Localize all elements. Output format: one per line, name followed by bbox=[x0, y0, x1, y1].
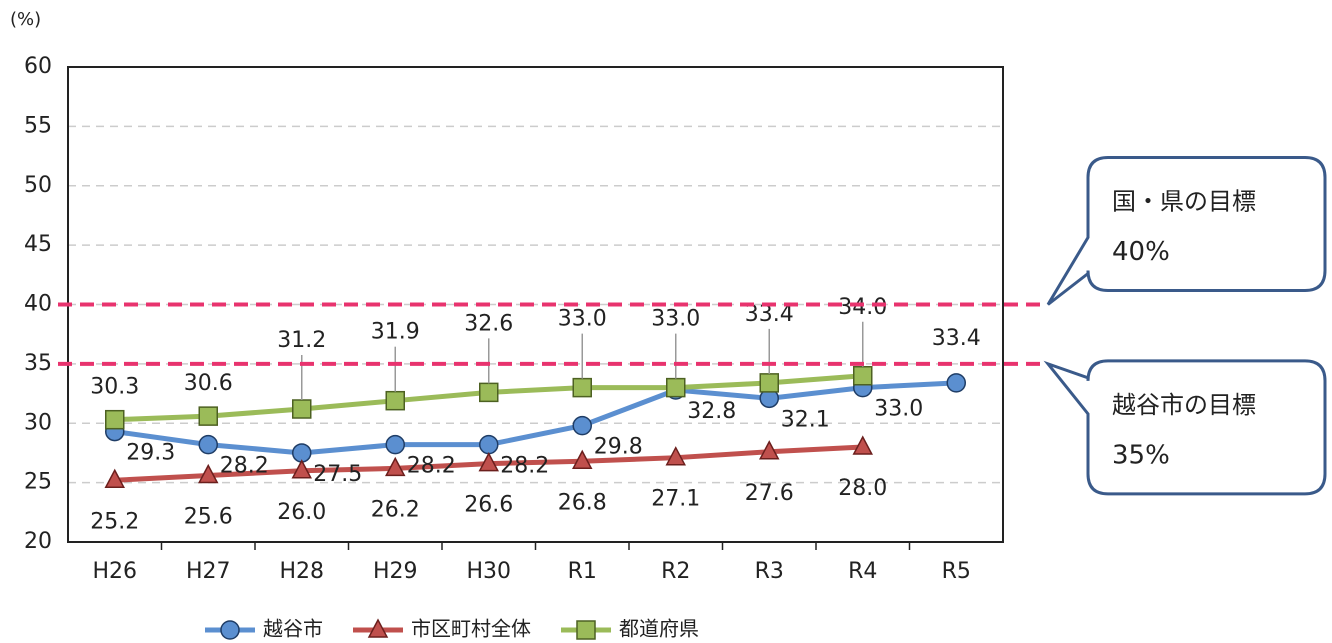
x-tick-label: R2 bbox=[661, 559, 690, 584]
marker bbox=[572, 377, 592, 398]
data-label: 28.2 bbox=[407, 454, 456, 479]
legend-label: 市区町村全体 bbox=[411, 617, 531, 641]
marker bbox=[576, 620, 596, 640]
data-label: 28.2 bbox=[500, 454, 549, 479]
data-label: 27.1 bbox=[651, 487, 700, 512]
x-tick-label: H27 bbox=[186, 559, 231, 584]
series-line bbox=[114, 380, 957, 456]
marker bbox=[853, 366, 873, 386]
marker bbox=[572, 415, 592, 436]
data-label: 26.8 bbox=[558, 490, 607, 515]
y-tick-label: 20 bbox=[24, 529, 52, 554]
marker bbox=[291, 459, 312, 479]
marker bbox=[385, 390, 405, 411]
callout-title: 越谷市の目標 bbox=[1112, 391, 1256, 419]
marker bbox=[478, 452, 499, 472]
x-tick-label: H26 bbox=[92, 559, 137, 584]
x-tick-label: R4 bbox=[848, 559, 877, 584]
marker bbox=[105, 409, 125, 430]
data-label: 33.4 bbox=[932, 326, 981, 351]
marker bbox=[479, 434, 499, 455]
marker bbox=[759, 373, 779, 393]
x-tick-label: H30 bbox=[466, 559, 511, 584]
data-label: 30.3 bbox=[90, 375, 139, 400]
callout-box bbox=[1046, 156, 1327, 306]
y-tick-label: 55 bbox=[24, 113, 52, 138]
data-label: 27.5 bbox=[313, 462, 362, 487]
callout-value: 35% bbox=[1112, 440, 1170, 470]
y-tick-label: 30 bbox=[24, 410, 52, 435]
marker bbox=[385, 434, 405, 455]
legend-label: 都道府県 bbox=[619, 617, 699, 641]
marker bbox=[572, 449, 593, 469]
marker bbox=[479, 382, 499, 403]
callout-value: 40% bbox=[1112, 237, 1170, 267]
data-label: 28.0 bbox=[838, 476, 887, 501]
data-label: 30.6 bbox=[184, 371, 233, 396]
data-label: 26.2 bbox=[371, 497, 420, 522]
x-tick-label: R3 bbox=[755, 559, 784, 584]
marker bbox=[385, 456, 406, 477]
y-tick-label: 25 bbox=[24, 470, 52, 495]
y-tick-label: 50 bbox=[24, 173, 52, 198]
y-tick-label: 45 bbox=[24, 232, 52, 257]
y-tick-label: 40 bbox=[24, 292, 52, 317]
data-label: 32.6 bbox=[464, 311, 513, 336]
callout-title: 国・県の目標 bbox=[1112, 188, 1256, 216]
data-label: 29.3 bbox=[126, 441, 175, 466]
data-label: 25.2 bbox=[90, 509, 139, 534]
data-label: 33.0 bbox=[651, 307, 700, 332]
marker bbox=[292, 399, 312, 419]
data-label: 32.1 bbox=[781, 407, 830, 432]
marker bbox=[946, 373, 966, 393]
x-tick-label: R5 bbox=[942, 559, 971, 584]
y-tick-label: 35 bbox=[24, 351, 52, 376]
callout-box bbox=[1043, 359, 1327, 496]
data-label: 26.0 bbox=[277, 500, 326, 525]
data-label: 29.8 bbox=[594, 435, 643, 460]
data-label: 28.2 bbox=[220, 454, 269, 479]
marker bbox=[198, 434, 218, 455]
data-label: 25.6 bbox=[184, 505, 233, 530]
y-tick-label: 60 bbox=[24, 54, 52, 79]
data-label: 34.0 bbox=[838, 295, 887, 320]
data-label: 31.9 bbox=[371, 320, 420, 345]
x-tick-label: R1 bbox=[568, 559, 597, 584]
marker bbox=[367, 618, 389, 638]
data-label: 27.6 bbox=[745, 481, 794, 506]
marker bbox=[198, 406, 218, 426]
marker bbox=[198, 463, 219, 484]
data-label: 32.8 bbox=[687, 399, 736, 424]
data-label: 33.0 bbox=[874, 397, 923, 422]
y-axis-label: (%) bbox=[10, 9, 41, 30]
legend-label: 越谷市 bbox=[263, 617, 323, 641]
data-label: 33.0 bbox=[558, 307, 607, 332]
x-tick-label: H29 bbox=[373, 559, 418, 584]
marker bbox=[665, 446, 686, 466]
marker bbox=[852, 435, 873, 455]
x-tick-label: H28 bbox=[279, 559, 324, 584]
marker bbox=[104, 468, 125, 488]
marker bbox=[220, 620, 240, 640]
marker bbox=[666, 377, 686, 398]
marker bbox=[759, 440, 780, 460]
data-label: 26.6 bbox=[464, 493, 513, 518]
data-label: 31.2 bbox=[277, 328, 326, 353]
